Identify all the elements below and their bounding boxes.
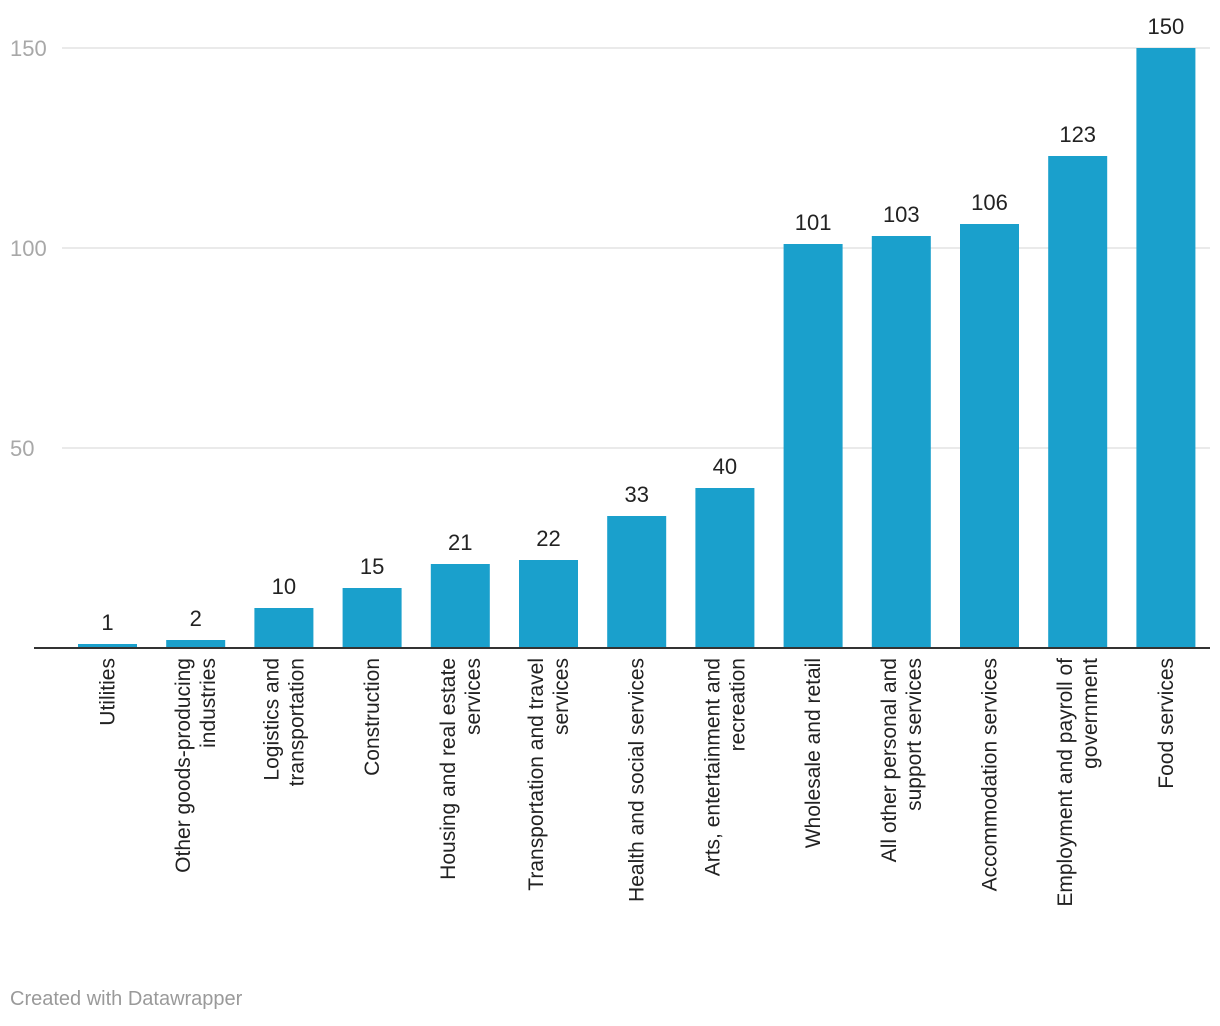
x-tick-label-line: Housing and real estate: [437, 658, 460, 880]
gridlines: [62, 47, 1210, 449]
bar: [871, 236, 931, 648]
x-tick-label: Other goods-producing industries: [172, 658, 220, 873]
data-label: 106: [971, 190, 1008, 215]
x-tick-label-line: Construction: [361, 658, 384, 776]
bar: [254, 608, 314, 648]
x-tick-label-line: industries: [197, 658, 220, 748]
footer-credit: Created with Datawrapper: [10, 988, 243, 1010]
data-label: 123: [1059, 122, 1096, 147]
value-labels: 1 2 10 15 21 22 33 40 101 103 106 123 150: [101, 14, 1184, 635]
x-tick-label-line: Health and social services: [626, 658, 649, 902]
bar: [78, 644, 137, 648]
x-tick-label: Arts, entertainment and recreation: [701, 658, 749, 876]
x-tick-label-line: Employment and payroll of: [1054, 658, 1077, 907]
x-tick-label: Health and social services: [626, 658, 649, 902]
x-tick-label: Food services: [1155, 658, 1178, 789]
data-label: 21: [448, 530, 472, 555]
data-label: 2: [190, 606, 202, 631]
x-tick-label: Transportation and travel services: [525, 658, 573, 891]
x-tick-label: Logistics and transportation: [260, 658, 308, 786]
bar: [1048, 156, 1108, 648]
bar: [166, 640, 226, 648]
data-label: 10: [272, 574, 296, 599]
bar: [607, 516, 667, 648]
x-tick-label: Housing and real estate services: [437, 658, 485, 880]
x-tick-label: Accommodation services: [979, 658, 1002, 891]
x-tick-label-line: services: [462, 658, 485, 735]
x-tick-label-line: All other personal and: [878, 658, 901, 862]
data-label: 150: [1148, 14, 1185, 39]
x-tick-label-line: recreation: [726, 658, 749, 751]
category-labels: Utilities Other goods-producing industries…: [97, 658, 1178, 907]
data-label: 15: [360, 554, 384, 579]
x-tick-label-line: government: [1079, 658, 1102, 769]
x-tick-label-line: support services: [903, 658, 926, 811]
x-tick-label-line: Utilities: [97, 658, 120, 726]
x-tick-label-line: Arts, entertainment and: [701, 658, 724, 876]
x-tick-label: Employment and payroll of government: [1054, 658, 1102, 907]
data-label: 103: [883, 202, 920, 227]
x-tick-label: Utilities: [97, 658, 120, 726]
bar: [695, 488, 755, 648]
bar: [430, 564, 490, 648]
data-label: 33: [624, 482, 648, 507]
data-label: 40: [713, 454, 737, 479]
data-label: 22: [536, 526, 560, 551]
x-tick-label-line: Transportation and travel: [525, 658, 548, 891]
y-tick-label: 50: [10, 436, 34, 461]
x-tick-label-line: Logistics and: [260, 658, 283, 781]
x-tick-label: All other personal and support services: [878, 658, 926, 862]
y-tick-label: 150: [10, 36, 47, 61]
bar: [783, 244, 843, 648]
bar: [1136, 48, 1196, 648]
x-tick-label-line: Accommodation services: [979, 658, 1002, 891]
data-label: 1: [101, 610, 113, 635]
x-tick-label-line: Wholesale and retail: [802, 658, 825, 848]
x-tick-label-line: Food services: [1155, 658, 1178, 789]
bar: [342, 588, 402, 648]
y-axis-ticks: 50 100 150: [10, 36, 47, 461]
x-tick-label: Wholesale and retail: [802, 658, 825, 848]
bar: [960, 224, 1019, 648]
x-tick-label-line: services: [550, 658, 573, 735]
y-tick-label: 100: [10, 236, 47, 261]
x-tick-label: Construction: [361, 658, 384, 776]
bar: [519, 560, 578, 648]
data-label: 101: [795, 210, 832, 235]
x-tick-label-line: Other goods-producing: [172, 658, 195, 873]
bars: [78, 48, 1196, 648]
x-tick-label-line: transportation: [285, 658, 308, 786]
